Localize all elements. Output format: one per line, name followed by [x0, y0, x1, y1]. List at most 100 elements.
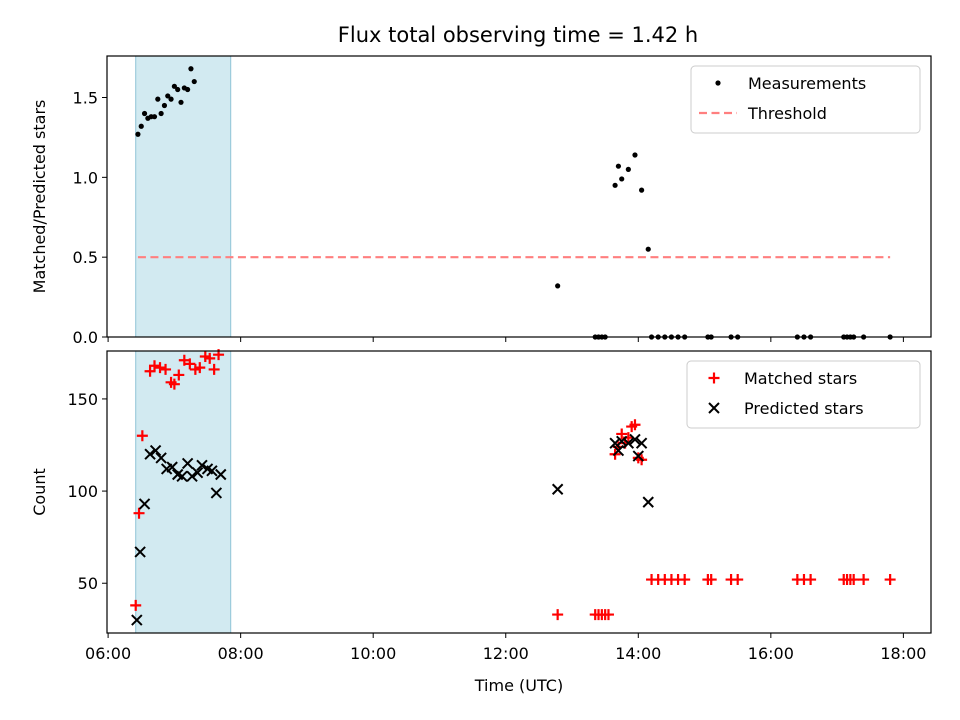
data-point [154, 362, 166, 374]
series-predicted-stars [131, 433, 654, 626]
data-point [161, 102, 168, 109]
x-tick-label: 06:00 [85, 644, 131, 663]
data-point [155, 452, 167, 464]
axes-frame [106, 350, 932, 634]
legend-label: Predicted stars [744, 399, 864, 418]
x-tick-label: 16:00 [748, 644, 794, 663]
data-point [210, 487, 223, 499]
data-point [612, 444, 625, 457]
data-point [188, 66, 194, 72]
legend-box [686, 360, 921, 429]
top-panel: 0.0 0.5 1.0 1.5 Matched/Predicted stars Measu… [30, 55, 932, 347]
data-point [602, 609, 614, 621]
figure-title: Flux total observing time = 1.42 h [338, 23, 698, 47]
data-point [144, 365, 156, 377]
data-point [612, 182, 618, 188]
data-point [645, 246, 651, 252]
data-point [194, 362, 206, 374]
axes-frame [106, 55, 932, 338]
data-point [884, 574, 896, 586]
data-point [138, 123, 144, 129]
data-point [131, 614, 143, 626]
data-point [165, 93, 171, 99]
data-point [552, 609, 564, 621]
x-tick-label: 12:00 [483, 644, 529, 663]
y-tick-label: 1.0 [73, 168, 98, 187]
legend-box [690, 65, 921, 134]
legend: Matched stars Predicted stars [686, 360, 921, 429]
data-point [151, 114, 158, 120]
y-tick-label: 50 [78, 574, 98, 593]
legend-label: Matched stars [744, 369, 857, 388]
legend-label: Measurements [748, 74, 866, 93]
data-point [635, 437, 648, 449]
data-point [615, 163, 622, 169]
x-axis-label: Time (UTC) [474, 676, 563, 695]
data-point [639, 187, 645, 193]
shaded-interval [135, 55, 232, 338]
data-point [629, 419, 641, 431]
data-point [848, 574, 860, 586]
y-tick-label: 0.0 [73, 328, 98, 347]
data-point [215, 468, 227, 481]
data-point [135, 131, 141, 137]
data-point [181, 457, 194, 470]
data-point [642, 496, 654, 508]
data-point [160, 363, 172, 375]
data-point [130, 599, 142, 611]
data-point [206, 465, 218, 477]
data-point [148, 360, 160, 372]
data-point [155, 96, 161, 102]
y-tick-label: 150 [67, 390, 98, 409]
data-point [175, 86, 181, 93]
data-point [166, 461, 178, 473]
data-point [196, 459, 208, 471]
legend-label: Threshold [747, 104, 827, 123]
data-point [625, 166, 631, 172]
data-point [136, 430, 148, 442]
data-point [176, 470, 188, 483]
y-axis-label: Count [30, 468, 49, 516]
y-tick-label: 0.5 [73, 248, 98, 267]
data-point [622, 437, 635, 449]
data-point [158, 110, 164, 117]
legend-marker [708, 372, 720, 384]
data-point [191, 78, 197, 85]
data-point [609, 437, 621, 449]
legend-marker [708, 402, 720, 414]
data-point [629, 433, 641, 446]
y-tick-label: 1.5 [73, 89, 98, 108]
x-tick-label: 14:00 [615, 644, 661, 663]
y-tick-label: 100 [67, 482, 98, 501]
data-point [705, 574, 717, 586]
data-point [858, 574, 870, 586]
data-point [168, 96, 174, 102]
data-point [204, 352, 216, 364]
data-point [149, 444, 162, 457]
data-point [134, 546, 146, 558]
data-point [208, 363, 220, 375]
data-point [178, 99, 184, 105]
data-point [144, 448, 156, 460]
data-point [186, 470, 198, 483]
data-point [619, 176, 625, 182]
series-matched-stars [130, 349, 896, 621]
data-point [191, 466, 204, 479]
legend-marker [715, 80, 721, 86]
data-point [141, 110, 148, 117]
data-point [173, 369, 185, 381]
data-point [679, 574, 691, 586]
data-point [171, 83, 177, 89]
y-axis-label: Matched/Predicted stars [30, 100, 49, 294]
data-point [616, 435, 628, 448]
data-point [805, 574, 817, 586]
x-tick-label: 08:00 [218, 644, 264, 663]
data-point [185, 86, 191, 93]
data-point [732, 574, 744, 586]
data-point [168, 378, 180, 390]
data-point [632, 152, 638, 158]
data-point [138, 498, 151, 510]
data-point [616, 428, 628, 440]
legend: Measurements Threshold [690, 65, 921, 134]
